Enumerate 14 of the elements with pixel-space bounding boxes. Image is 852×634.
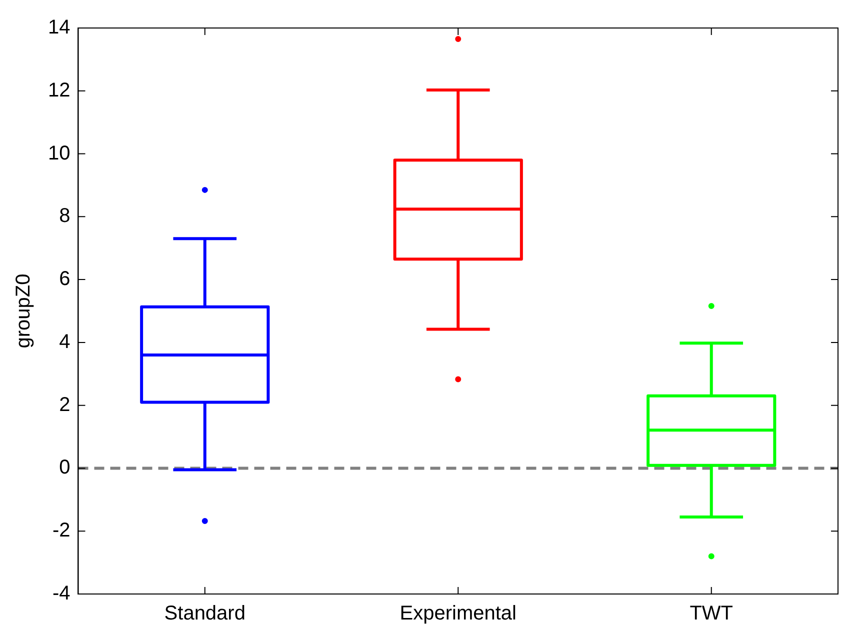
y-tick-label: -2 [52, 520, 70, 542]
y-tick-label: 6 [59, 268, 70, 290]
y-tick-label: 2 [59, 394, 70, 416]
y-tick-label: 10 [48, 142, 70, 164]
y-tick-label: -4 [52, 582, 70, 605]
y-tick-label: 12 [48, 79, 70, 102]
x-tick-label: TWT [690, 602, 734, 625]
y-tick-label: 14 [48, 16, 70, 39]
x-tick-label: Experimental [400, 602, 516, 625]
y-tick-label: 0 [59, 456, 70, 479]
x-tick-label: Standard [164, 602, 246, 625]
y-axis-title: groupZ0 [12, 274, 35, 348]
y-tick-label: 4 [59, 330, 70, 353]
y-tick-label: 8 [59, 205, 70, 228]
